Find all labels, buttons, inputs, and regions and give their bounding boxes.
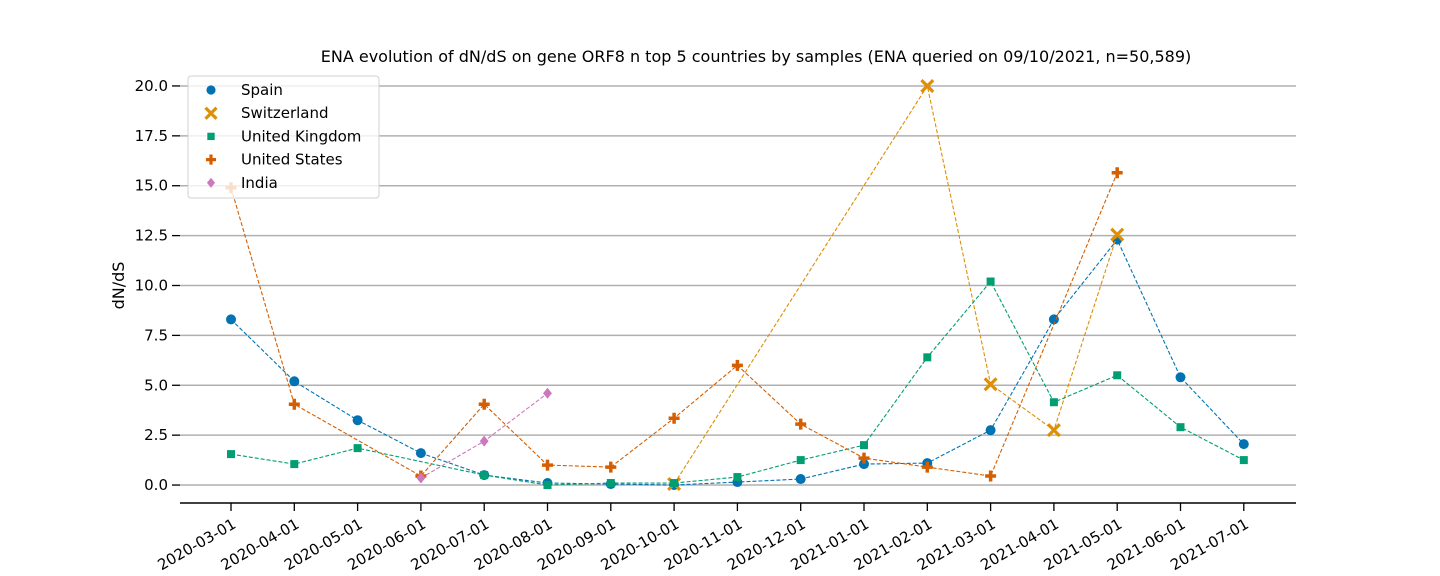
legend-label: India bbox=[241, 174, 278, 192]
series-line bbox=[230, 172, 1118, 477]
data-point bbox=[795, 418, 807, 430]
y-tick-label: 12.5 bbox=[135, 227, 168, 245]
data-point bbox=[290, 460, 299, 469]
data-point bbox=[985, 470, 997, 482]
data-point bbox=[986, 277, 995, 286]
x-marker-stroke bbox=[983, 377, 998, 392]
series-group bbox=[225, 78, 1249, 492]
legend-marker bbox=[206, 85, 216, 95]
data-point bbox=[1238, 439, 1249, 450]
data-point bbox=[1113, 371, 1122, 380]
y-tick-label: 5.0 bbox=[144, 376, 168, 394]
data-point bbox=[479, 435, 489, 447]
data-point bbox=[289, 376, 300, 387]
data-point bbox=[605, 461, 617, 473]
legend-label: United States bbox=[241, 151, 343, 169]
data-point bbox=[1176, 423, 1185, 432]
data-point bbox=[733, 473, 742, 482]
data-point bbox=[1046, 423, 1061, 438]
y-tick-label: 15.0 bbox=[135, 177, 168, 195]
y-tick-label: 7.5 bbox=[144, 326, 168, 344]
legend-marker bbox=[207, 132, 215, 141]
data-point bbox=[795, 474, 806, 485]
data-point bbox=[668, 412, 680, 424]
data-point bbox=[1111, 167, 1123, 179]
data-point bbox=[1110, 227, 1125, 242]
data-point bbox=[1239, 456, 1248, 465]
data-point bbox=[480, 471, 489, 480]
data-point bbox=[478, 398, 490, 410]
chart-title: ENA evolution of dN/dS on gene ORF8 n to… bbox=[321, 47, 1192, 66]
y-tick-label: 10.0 bbox=[135, 277, 168, 295]
data-point bbox=[921, 461, 933, 473]
legend-label: United Kingdom bbox=[241, 127, 361, 145]
x-marker-stroke bbox=[1110, 227, 1125, 242]
data-point bbox=[1049, 398, 1058, 407]
legend-label: Switzerland bbox=[241, 104, 329, 122]
data-point bbox=[543, 481, 552, 490]
y-tick-label: 17.5 bbox=[135, 127, 168, 145]
series-india bbox=[416, 387, 552, 484]
data-point bbox=[860, 441, 868, 450]
data-point bbox=[731, 359, 743, 371]
legend-marker bbox=[205, 154, 217, 165]
data-point bbox=[416, 472, 426, 484]
data-point bbox=[542, 459, 553, 471]
y-tick-label: 0.0 bbox=[144, 476, 168, 494]
data-point bbox=[288, 398, 300, 410]
data-point bbox=[543, 387, 552, 399]
data-point bbox=[983, 377, 998, 392]
data-point bbox=[353, 444, 362, 453]
legend-marker bbox=[206, 177, 216, 188]
legend: Spain Switzerland United Kingdom United Sta… bbox=[187, 75, 380, 199]
series-united-kingdom bbox=[227, 277, 1248, 490]
y-tick-label: 20.0 bbox=[135, 77, 168, 95]
series-line bbox=[230, 280, 1245, 486]
legend-label: Spain bbox=[241, 81, 283, 99]
y-tick-label: 2.5 bbox=[144, 426, 168, 444]
y-axis-label: dN/dS bbox=[109, 262, 128, 310]
series-spain bbox=[226, 234, 1249, 491]
data-point bbox=[226, 314, 236, 325]
data-point bbox=[1048, 314, 1059, 325]
data-point bbox=[920, 78, 935, 93]
x-marker-stroke bbox=[1046, 423, 1061, 438]
data-point bbox=[352, 415, 363, 426]
x-marker-stroke bbox=[920, 78, 935, 93]
data-point bbox=[923, 353, 932, 362]
legend-box bbox=[187, 75, 380, 199]
data-point bbox=[606, 479, 615, 488]
data-point bbox=[985, 425, 996, 436]
data-point bbox=[858, 452, 870, 464]
data-point bbox=[227, 450, 235, 459]
data-point bbox=[859, 459, 869, 470]
data-point bbox=[670, 479, 679, 488]
x-marker-stroke bbox=[204, 106, 218, 120]
data-point bbox=[415, 448, 426, 459]
data-point bbox=[796, 456, 805, 465]
data-point bbox=[1175, 372, 1186, 383]
legend-marker bbox=[204, 106, 218, 120]
